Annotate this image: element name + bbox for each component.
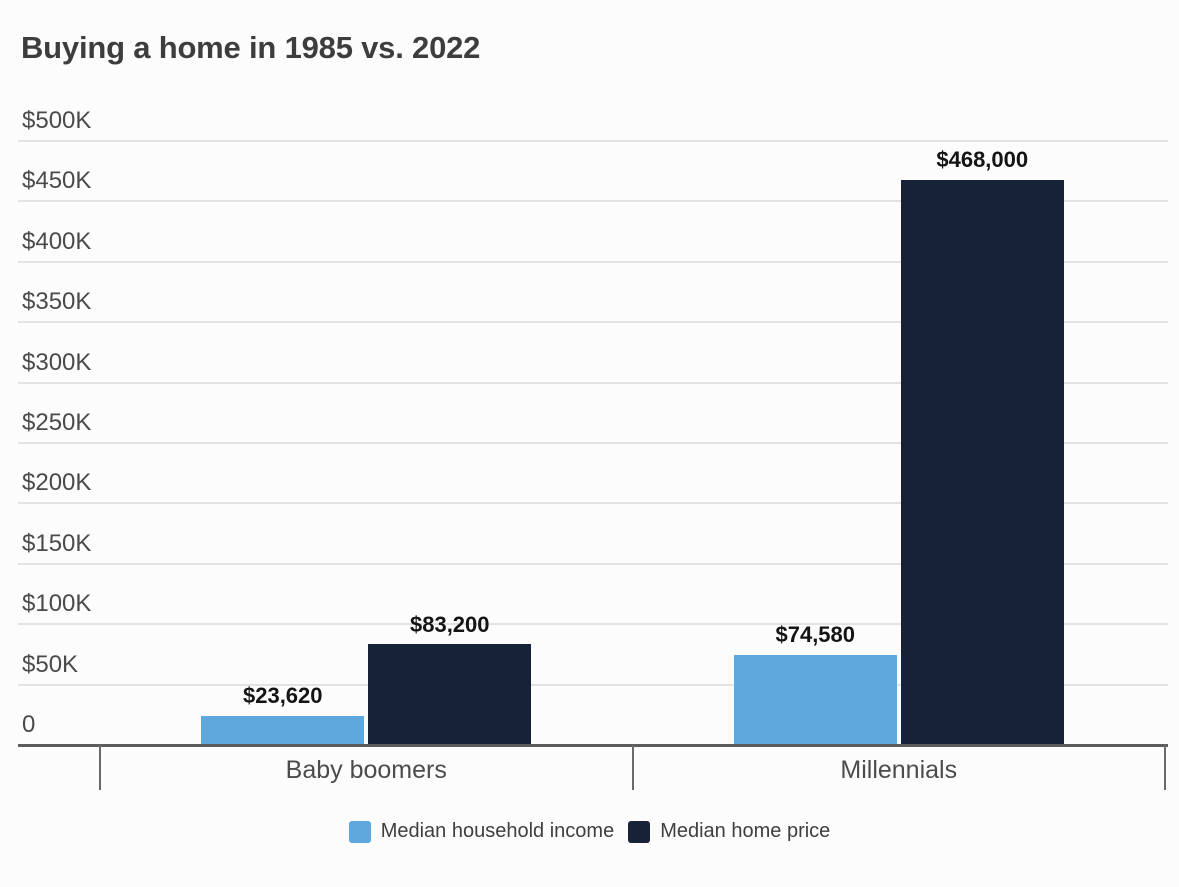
bar-price-millennials	[900, 179, 1064, 745]
y-axis-tick-label: $350K	[22, 288, 92, 316]
legend-label-median-household-income: Median household income	[380, 820, 615, 842]
bar-value-label: $74,580	[775, 621, 856, 647]
gridline	[18, 442, 1168, 444]
legend-item-median-household-income: Median household income	[348, 820, 615, 843]
y-axis-tick-label: $50K	[22, 650, 79, 678]
gridline	[18, 260, 1168, 263]
gridline	[18, 562, 1168, 565]
y-axis-tick-label: $250K	[22, 409, 92, 436]
income-swatch-icon	[348, 820, 371, 843]
bar-value-label: $468,000	[936, 146, 1029, 172]
bar-value-label: $83,200	[409, 611, 490, 637]
x-axis-tick	[1164, 745, 1166, 790]
legend-item-median-home-price: Median home price	[628, 820, 830, 843]
gridline	[18, 321, 1168, 324]
bar-price-baby-boomers	[368, 644, 532, 745]
gridline	[18, 502, 1168, 505]
y-axis-tick-label: $100K	[22, 590, 92, 618]
y-axis-tick-label: $200K	[22, 469, 92, 497]
y-axis-tick-label: $450K	[22, 167, 92, 195]
gridline	[18, 381, 1168, 384]
legend: Median household income Median home pric…	[0, 820, 1179, 843]
x-axis-line	[18, 744, 1168, 747]
legend-label-median-home-price: Median home price	[660, 820, 831, 842]
y-axis-tick-label: $300K	[22, 348, 92, 376]
price-swatch-icon	[628, 820, 651, 843]
bar-income-baby-boomers	[201, 716, 365, 745]
bar-income-millennials	[733, 654, 897, 745]
y-axis-tick-label: 0	[22, 711, 36, 738]
gridline	[18, 623, 1168, 626]
gridline	[18, 200, 1168, 203]
x-axis-tick	[631, 745, 634, 790]
y-axis-tick-label: $150K	[22, 529, 92, 557]
category-label-baby-boomers: Baby boomers	[285, 756, 447, 784]
chart-title: Buying a home in 1985 vs. 2022	[21, 30, 481, 65]
bar-value-label: $23,620	[242, 683, 323, 709]
gridline	[18, 140, 1168, 142]
category-label-millennials: Millennials	[840, 756, 958, 784]
y-axis-tick-label: $500K	[22, 107, 92, 134]
x-axis-tick	[99, 745, 101, 790]
gridline	[18, 683, 1168, 686]
y-axis-tick-label: $400K	[22, 227, 92, 255]
